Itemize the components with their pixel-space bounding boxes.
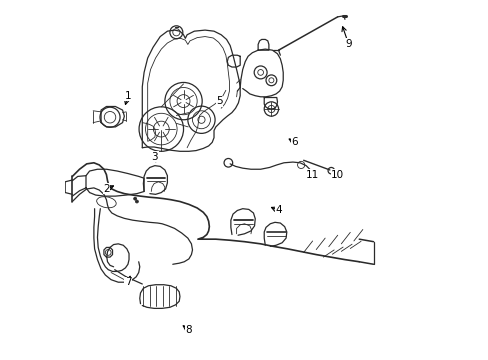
Text: 4: 4: [275, 206, 281, 216]
Text: 3: 3: [151, 152, 158, 162]
Circle shape: [133, 197, 136, 200]
Text: 11: 11: [305, 170, 319, 180]
Text: 5: 5: [216, 96, 222, 106]
Text: 7: 7: [124, 277, 131, 287]
Text: 6: 6: [291, 138, 297, 147]
Text: 1: 1: [124, 91, 131, 101]
Text: 9: 9: [345, 39, 351, 49]
Text: 10: 10: [330, 170, 344, 180]
Circle shape: [135, 200, 138, 203]
Text: 8: 8: [185, 325, 192, 335]
Text: 2: 2: [103, 184, 109, 194]
